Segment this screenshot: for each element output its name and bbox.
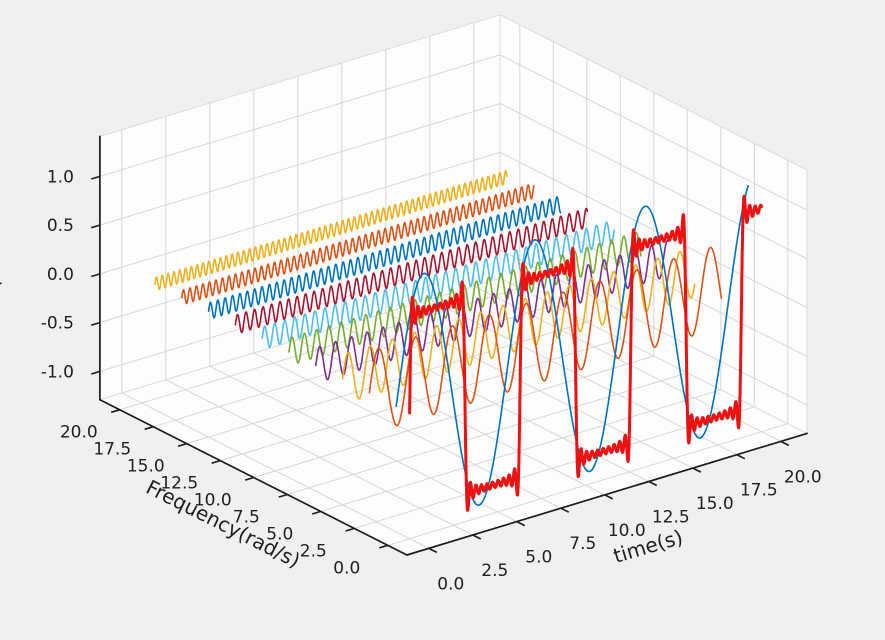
x-tick: [516, 520, 526, 527]
harmonic-curve-n15: [207, 196, 562, 319]
y-tick-label: 20.0: [60, 423, 98, 443]
x-tick: [648, 480, 658, 487]
z-tick: [91, 321, 101, 326]
grid-line: [99, 54, 501, 177]
z-tick: [91, 224, 101, 229]
grid-line: [499, 249, 808, 406]
y-tick-label: 5.0: [266, 524, 293, 544]
x-tick: [472, 534, 482, 540]
grid-line: [287, 372, 688, 495]
y-tick-label: 0.0: [333, 558, 360, 578]
grid-line: [99, 103, 501, 226]
harmonic-curve-n11: [261, 221, 615, 349]
tick-marks: [91, 175, 790, 554]
harmonic-curve-n17: [181, 184, 535, 305]
y-tick-label: 10.0: [194, 491, 232, 511]
harmonic-curve-n19: [154, 170, 508, 291]
grid-line: [253, 355, 654, 478]
x-tick: [736, 453, 746, 460]
x-tick-label: 0.0: [437, 574, 464, 594]
grid-line: [99, 200, 501, 324]
plot-panes: [98, 13, 809, 556]
x-tick-label: 5.0: [525, 548, 552, 568]
tick-labels: 0.02.55.07.510.012.515.017.520.00.02.55.…: [41, 167, 822, 594]
x-tick: [428, 547, 438, 554]
x-tick-label: 17.5: [740, 481, 778, 501]
y-tick: [244, 476, 255, 481]
grid-line: [387, 423, 788, 546]
z-tick: [91, 370, 101, 375]
grid-line: [499, 103, 808, 260]
harmonic-curve-n9: [288, 231, 642, 364]
y-tick: [211, 459, 221, 464]
grid-line: [320, 389, 721, 512]
x-tick: [780, 440, 790, 447]
y-tick-label: 15.0: [127, 457, 165, 477]
grid-line: [499, 151, 808, 309]
y-tick: [378, 544, 389, 549]
z-tick-label: -1.0: [41, 362, 74, 382]
z-tick-label: 0.0: [47, 265, 74, 285]
x-tick: [692, 467, 702, 473]
x-tick-label: 10.0: [608, 521, 646, 541]
y-tick-label: 12.5: [160, 474, 198, 494]
z-tick-label: -0.5: [41, 314, 74, 334]
x-tick: [560, 507, 570, 513]
y-tick-label: 2.5: [300, 541, 327, 561]
harmonic-curve-n13: [234, 207, 589, 334]
y-tick: [177, 442, 188, 447]
x-tick-label: 7.5: [569, 534, 596, 554]
y-tick-label: 17.5: [93, 440, 131, 460]
grid-line: [99, 151, 501, 275]
y-tick: [311, 510, 322, 515]
sum-curve: [408, 194, 764, 512]
x-tick-label: 20.0: [784, 467, 822, 487]
x-tick: [604, 494, 614, 500]
z-tick-label: 0.5: [47, 216, 74, 236]
grid-line: [153, 304, 554, 428]
z-tick: [91, 273, 101, 278]
grid-line: [499, 54, 808, 211]
z-tick-label: 1.0: [47, 167, 74, 187]
z-tick: [91, 175, 101, 180]
y-tick: [110, 408, 121, 414]
x-tick-label: 12.5: [652, 508, 690, 528]
z-axis-title: Amplitude: [0, 217, 2, 320]
y-tick: [144, 425, 154, 431]
x-tick-label: 2.5: [481, 561, 508, 581]
harmonic-curve-n3: [368, 246, 723, 427]
grid-line: [220, 338, 621, 462]
x-tick-label: 15.0: [696, 494, 734, 514]
y-tick: [345, 527, 355, 532]
y-tick-label: 7.5: [233, 508, 260, 528]
y-tick: [278, 493, 288, 498]
